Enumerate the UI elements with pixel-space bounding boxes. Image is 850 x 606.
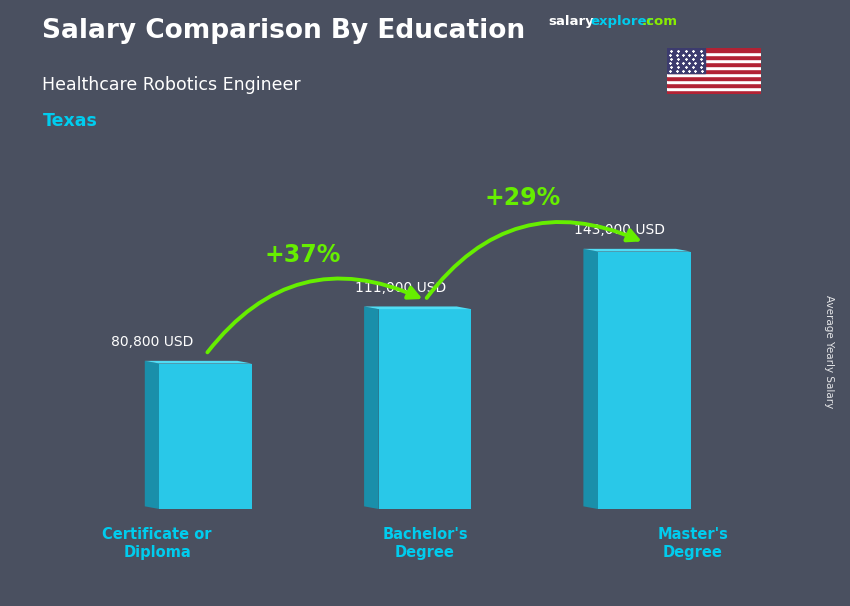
Text: Healthcare Robotics Engineer: Healthcare Robotics Engineer [42, 76, 301, 94]
Bar [667, 73, 761, 76]
Bar [667, 87, 761, 90]
Polygon shape [583, 249, 690, 251]
Text: explorer: explorer [591, 15, 654, 28]
Bar [667, 70, 761, 73]
Polygon shape [144, 361, 160, 509]
Polygon shape [160, 364, 252, 509]
Text: Master's
Degree: Master's Degree [657, 527, 728, 559]
Bar [667, 76, 761, 80]
Polygon shape [583, 249, 598, 509]
Bar [667, 90, 761, 94]
Bar [667, 62, 761, 66]
Text: Salary Comparison By Education: Salary Comparison By Education [42, 18, 525, 44]
Text: +37%: +37% [265, 243, 342, 267]
Text: 111,000 USD: 111,000 USD [355, 281, 446, 295]
Text: Average Yearly Salary: Average Yearly Salary [824, 295, 834, 408]
Text: Texas: Texas [42, 112, 98, 130]
Text: +29%: +29% [484, 185, 561, 210]
Polygon shape [598, 251, 690, 509]
Bar [667, 48, 761, 52]
Bar [667, 48, 705, 73]
Polygon shape [144, 361, 252, 364]
Bar [667, 66, 761, 70]
Text: Bachelor's
Degree: Bachelor's Degree [382, 527, 468, 559]
Text: 80,800 USD: 80,800 USD [110, 335, 193, 349]
Bar [667, 59, 761, 62]
Bar [667, 52, 761, 56]
Bar [667, 84, 761, 87]
Text: .com: .com [642, 15, 677, 28]
Bar [667, 56, 761, 59]
Text: salary: salary [548, 15, 594, 28]
Polygon shape [379, 309, 471, 509]
Bar [667, 80, 761, 84]
Polygon shape [364, 307, 379, 509]
Text: 143,000 USD: 143,000 USD [575, 223, 666, 237]
Text: Certificate or
Diploma: Certificate or Diploma [103, 527, 212, 559]
Polygon shape [364, 307, 471, 309]
